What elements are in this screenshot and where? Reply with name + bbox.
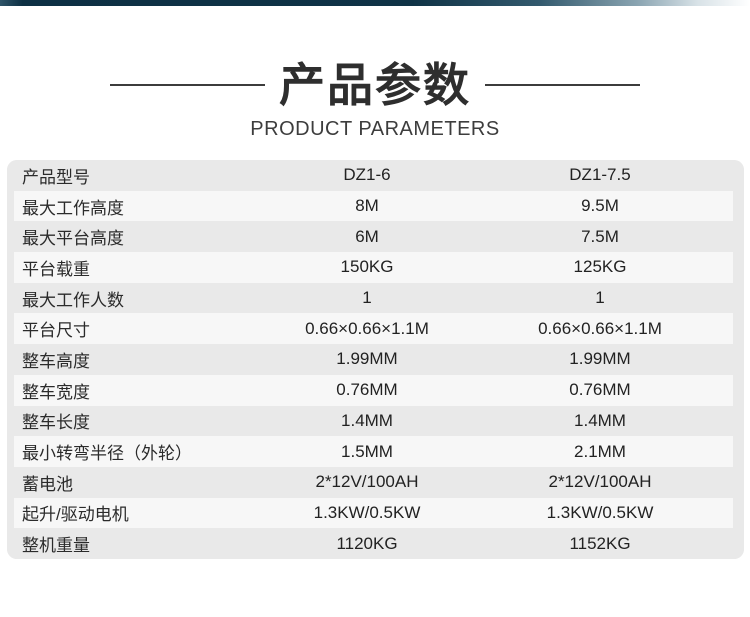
param-value-dz1-7-5: 1.99MM <box>569 349 631 369</box>
param-value-dz1-6: 0.76MM <box>336 380 398 400</box>
param-value-dz1-6: 6M <box>355 226 379 246</box>
top-accent-bar <box>0 0 750 6</box>
table-row: 整车高度 1.99MM 1.99MM <box>7 344 744 375</box>
param-value-dz1-7-5: 9.5M <box>581 196 619 216</box>
param-name: 整车宽度 <box>22 382 90 402</box>
param-name: 最大平台高度 <box>22 229 124 249</box>
param-name: 整车长度 <box>22 413 90 433</box>
param-value-dz1-7-5: 0.66×0.66×1.1M <box>538 318 662 338</box>
param-value-dz1-7-5: 0.76MM <box>569 380 631 400</box>
param-value-dz1-7-5: 1.4MM <box>574 410 626 430</box>
param-value-dz1-6: 8M <box>355 196 379 216</box>
table-row: 整机重量 1120KG 1152KG <box>7 528 744 559</box>
param-value-dz1-6: 1.5MM <box>341 441 393 461</box>
title-row: 产品参数 <box>0 62 750 108</box>
param-value-dz1-6: 1120KG <box>336 533 398 553</box>
param-value-dz1-7-5: 1152KG <box>569 533 631 553</box>
param-name: 产品型号 <box>22 167 90 187</box>
param-name: 最大工作人数 <box>22 290 124 310</box>
table-row: 最小转弯半径（外轮） 1.5MM 2.1MM <box>7 436 744 467</box>
param-name: 整机重量 <box>22 536 90 556</box>
param-value-dz1-6: 1.99MM <box>336 349 398 369</box>
table-row: 平台载重 150KG 125KG <box>7 252 744 283</box>
table-row: 产品型号 DZ1-6 DZ1-7.5 <box>7 160 744 191</box>
param-value-dz1-6: 1.3KW/0.5KW <box>313 502 421 522</box>
table-row: 平台尺寸 0.66×0.66×1.1M 0.66×0.66×1.1M <box>7 313 744 345</box>
param-value-dz1-6: 2*12V/100AH <box>315 472 419 492</box>
param-value-dz1-6: 150KG <box>340 257 394 277</box>
param-name: 整车高度 <box>22 351 90 371</box>
product-parameters-table: 产品型号 DZ1-6 DZ1-7.5 最大工作高度 8M 9.5M 最大平台高度… <box>7 160 744 559</box>
param-value-dz1-7-5: 2.1MM <box>574 441 626 461</box>
table-row: 最大平台高度 6M 7.5M <box>7 221 744 253</box>
param-value-dz1-6: 1.4MM <box>341 410 393 430</box>
title-right-divider-line <box>485 84 640 86</box>
table-row: 整车宽度 0.76MM 0.76MM <box>7 374 744 406</box>
param-name: 平台尺寸 <box>22 321 90 341</box>
param-name: 起升/驱动电机 <box>22 505 129 525</box>
table-row: 蓄电池 2*12V/100AH 2*12V/100AH <box>7 466 744 498</box>
param-name: 最大工作高度 <box>22 198 124 218</box>
page-title: 产品参数 <box>279 59 471 111</box>
param-name: 最小转弯半径（外轮） <box>22 444 192 464</box>
param-value-dz1-7-5: 7.5M <box>581 226 619 246</box>
param-value-dz1-6: DZ1-6 <box>343 165 391 185</box>
page-subtitle: PRODUCT PARAMETERS <box>250 118 500 140</box>
param-name: 蓄电池 <box>22 474 73 494</box>
param-value-dz1-6: 1 <box>362 288 372 308</box>
param-value-dz1-7-5: DZ1-7.5 <box>569 165 631 185</box>
title-left-divider-line <box>110 84 265 86</box>
param-name: 平台载重 <box>22 259 90 279</box>
param-value-dz1-7-5: 1 <box>595 288 605 308</box>
param-value-dz1-7-5: 2*12V/100AH <box>548 472 652 492</box>
table-row: 起升/驱动电机 1.3KW/0.5KW 1.3KW/0.5KW <box>7 497 744 529</box>
param-value-dz1-6: 0.66×0.66×1.1M <box>305 318 429 338</box>
table-row: 最大工作高度 8M 9.5M <box>7 190 744 222</box>
table-row: 最大工作人数 1 1 <box>7 282 744 314</box>
param-value-dz1-7-5: 1.3KW/0.5KW <box>546 502 654 522</box>
section-header: 产品参数 PRODUCT PARAMETERS <box>0 62 750 141</box>
table-row: 整车长度 1.4MM 1.4MM <box>7 405 744 437</box>
param-value-dz1-7-5: 125KG <box>573 257 627 277</box>
